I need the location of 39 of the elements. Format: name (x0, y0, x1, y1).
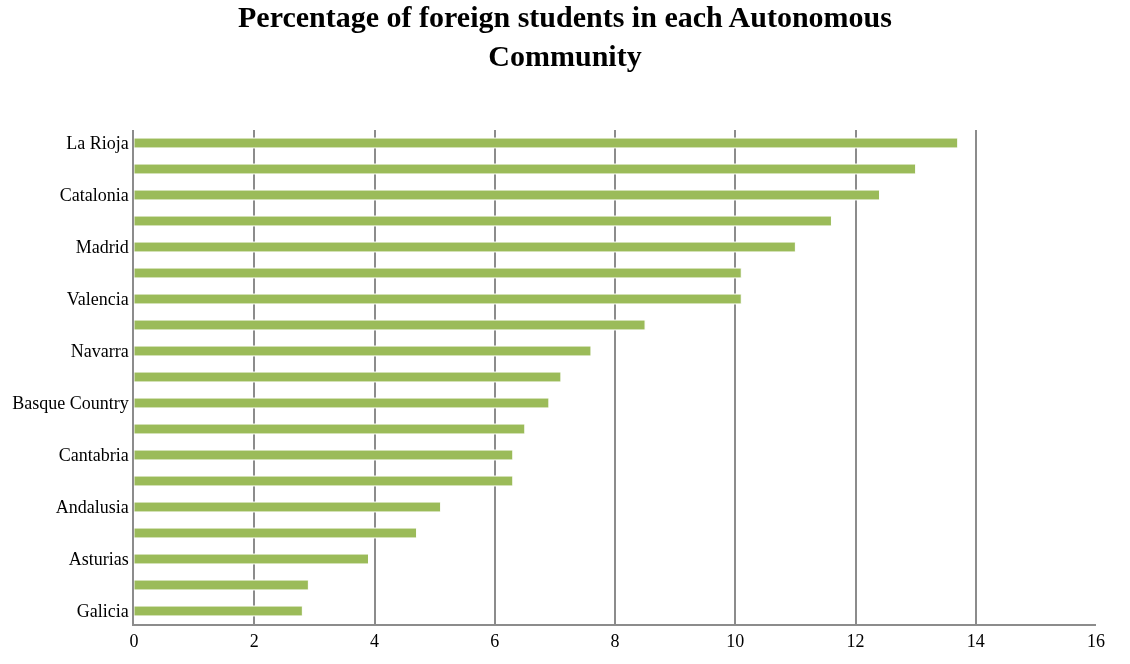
y-tick-label: Valencia (66, 289, 129, 310)
y-tick-label: Navarra (70, 341, 129, 362)
x-tick-label: 2 (249, 631, 259, 652)
bar (134, 215, 832, 227)
x-tick-label: 0 (129, 631, 139, 652)
bar (134, 423, 526, 435)
chart-title: Percentage of foreign students in each Autonomous Community (238, 0, 892, 72)
x-tick-label: 12 (846, 631, 865, 652)
x-tick-label: 16 (1087, 631, 1105, 652)
y-tick-label: Galicia (76, 601, 129, 622)
bar (134, 319, 646, 331)
bar (134, 449, 514, 461)
y-tick-label: Basque Country (12, 393, 129, 414)
bar (134, 345, 592, 357)
bar (134, 605, 303, 617)
y-tick-label: Madrid (75, 237, 129, 258)
y-tick-label: Catalonia (59, 185, 129, 206)
bar (134, 137, 959, 149)
y-tick-label: Asturias (68, 549, 129, 570)
bar (134, 553, 369, 565)
bar (134, 475, 514, 487)
y-tick-label: Cantabria (58, 445, 129, 466)
bar (134, 189, 881, 201)
x-tick-label: 10 (726, 631, 745, 652)
y-tick-label: Andalusia (55, 497, 129, 518)
x-tick-label: 14 (966, 631, 985, 652)
x-tick-label: 6 (490, 631, 500, 652)
y-tick-label: La Rioja (66, 133, 129, 154)
x-tick-label: 4 (370, 631, 379, 652)
bar (134, 293, 742, 305)
bar (134, 267, 742, 279)
bar (134, 501, 442, 513)
bar (134, 579, 309, 591)
bar (134, 397, 550, 409)
bar (134, 163, 917, 175)
x-tick-label: 8 (610, 631, 620, 652)
bar (134, 527, 418, 539)
bar (134, 241, 796, 253)
bar (134, 371, 562, 383)
